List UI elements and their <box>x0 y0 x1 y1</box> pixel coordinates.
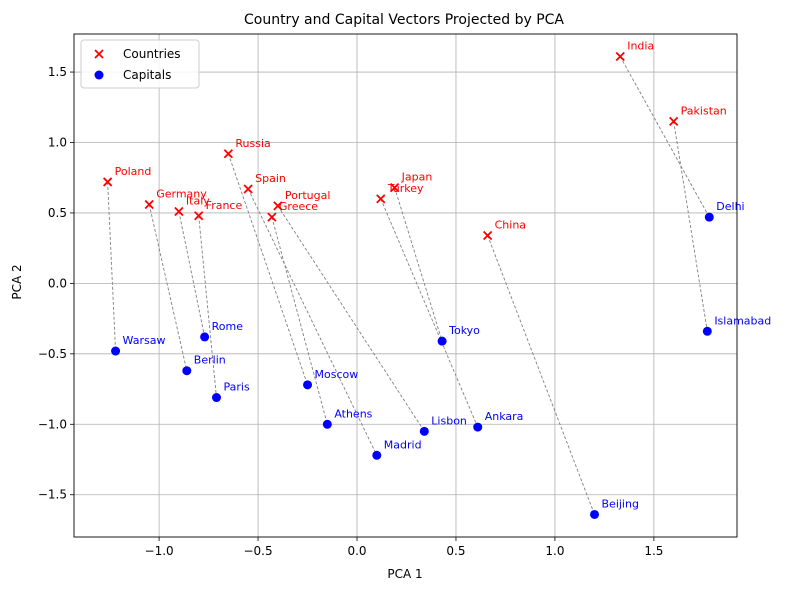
capital-label: Ankara <box>485 410 524 423</box>
country-point <box>669 116 679 126</box>
x-axis-label: PCA 1 <box>387 567 422 581</box>
capital-label: Beijing <box>602 497 639 510</box>
capital-label: Madrid <box>384 438 422 451</box>
x-tick-label: 0.0 <box>347 544 366 558</box>
legend-label: Countries <box>123 47 181 61</box>
country-label: India <box>627 40 654 53</box>
country-label: Greece <box>279 200 318 213</box>
chart-title: Country and Capital Vectors Projected by… <box>244 12 564 28</box>
country-capital-link <box>198 215 217 398</box>
y-axis-label: PCA 2 <box>10 264 24 299</box>
capital-point <box>303 380 313 390</box>
country-point <box>223 149 234 159</box>
capital-label: Rome <box>212 320 244 333</box>
country-label: China <box>495 218 526 231</box>
country-capital-link <box>394 187 443 342</box>
y-tick-label: 0.5 <box>48 206 67 220</box>
axes-frame <box>73 33 738 538</box>
capital-point <box>437 336 447 346</box>
country-capital-link <box>178 211 206 338</box>
country-label: Japan <box>401 171 433 184</box>
country-capital-link <box>619 56 710 218</box>
capital-point <box>590 509 600 519</box>
x-tick-label: −0.5 <box>243 544 272 558</box>
capital-label: Berlin <box>194 354 226 367</box>
y-tick-label: −1.5 <box>38 488 67 502</box>
capital-label: Tokyo <box>448 324 480 337</box>
legend-label: Capitals <box>123 68 171 82</box>
country-point <box>267 212 277 222</box>
country-capital-link <box>380 198 479 428</box>
country-point <box>482 230 493 241</box>
country-label: Poland <box>115 165 152 178</box>
country-label: Turkey <box>387 182 424 195</box>
y-tick-label: −0.5 <box>38 347 67 361</box>
y-tick-label: 1.5 <box>48 65 67 79</box>
capital-label: Warsaw <box>123 334 166 347</box>
country-label: Portugal <box>285 189 331 202</box>
capital-label: Moscow <box>315 368 359 381</box>
country-label: Italy <box>186 195 210 208</box>
country-point <box>389 182 400 193</box>
capital-point <box>372 450 382 460</box>
y-tick-label: 0.0 <box>48 276 67 290</box>
capital-point <box>200 332 210 342</box>
x-tick-label: 1.0 <box>545 544 564 558</box>
capital-label: Athens <box>334 407 372 420</box>
country-point <box>615 51 625 62</box>
country-point <box>144 199 154 210</box>
x-tick-label: −1.0 <box>145 544 174 558</box>
country-capital-link <box>107 181 117 352</box>
y-tick-label: 1.0 <box>48 135 67 149</box>
legend-marker-capitals <box>94 70 104 80</box>
country-point <box>194 211 204 221</box>
country-label: Spain <box>255 172 286 185</box>
country-point <box>243 184 253 194</box>
capital-point <box>419 426 429 436</box>
legend-marker-countries <box>94 49 104 59</box>
capital-point <box>702 326 712 336</box>
country-label: France <box>206 199 243 212</box>
capital-label: Paris <box>223 381 249 394</box>
country-point <box>376 194 386 204</box>
country-label: Pakistan <box>681 104 727 117</box>
legend-box <box>80 39 200 89</box>
capital-label: Delhi <box>716 200 744 213</box>
plot-area: −1.0 −0.5 0.0 0.5 1.0 1.5 −1.5 −1.0 −0.5 0.0 0.5 1.… <box>38 33 771 558</box>
capital-point <box>322 419 332 429</box>
y-tick-label: −1.0 <box>38 417 67 431</box>
country-capital-link <box>247 188 378 456</box>
country-label: Germany <box>156 187 207 200</box>
capital-label: Lisbon <box>431 414 467 427</box>
country-capital-link <box>227 153 308 385</box>
capital-point <box>704 212 714 222</box>
country-point <box>273 201 283 211</box>
capital-point <box>111 346 121 356</box>
country-capital-link <box>673 121 708 332</box>
country-capital-link <box>271 217 328 425</box>
capital-point <box>182 366 192 376</box>
country-point <box>103 177 113 187</box>
country-label: Russia <box>235 137 270 150</box>
capital-point <box>473 422 483 432</box>
x-tick-label: 0.5 <box>446 544 465 558</box>
country-point <box>174 206 184 217</box>
capital-point <box>211 393 221 403</box>
x-tick-label: 1.5 <box>644 544 663 558</box>
capital-label: Islamabad <box>714 314 771 327</box>
country-capital-link <box>148 204 188 371</box>
